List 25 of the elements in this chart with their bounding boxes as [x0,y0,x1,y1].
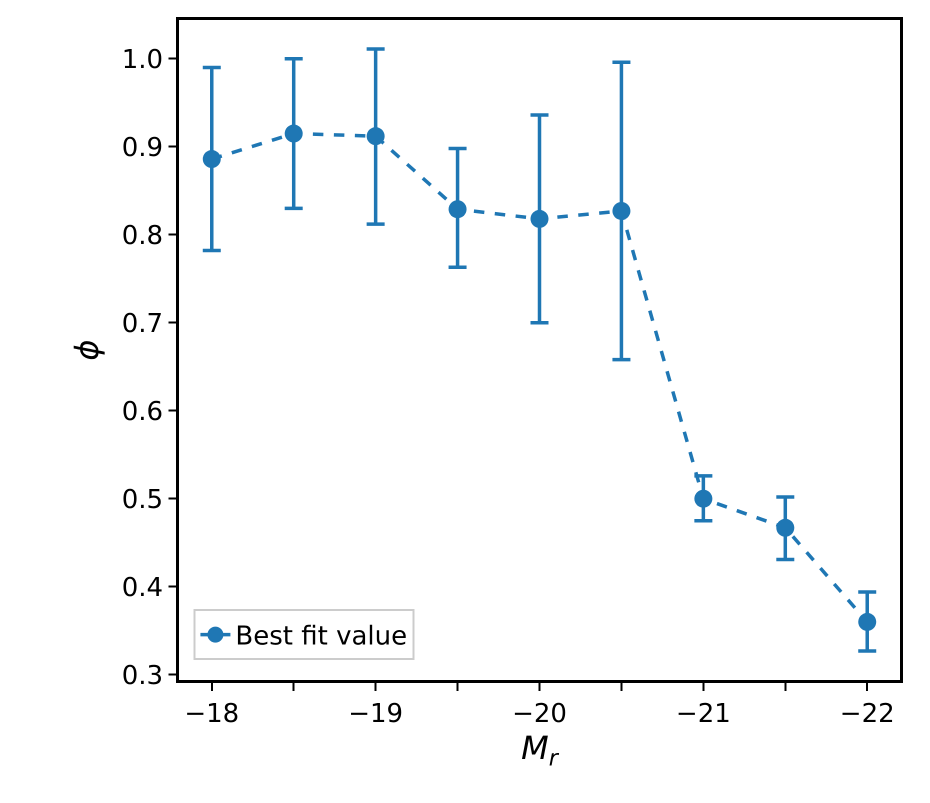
point [530,210,548,228]
point [448,200,467,218]
x-axis-title: M$_{r}$ [521,728,560,772]
y-tick-label: 0.5 [122,484,164,515]
y-tick-label: 0.6 [122,396,164,427]
y-tick-label: 0.3 [122,660,164,691]
y-tick-label: 0.7 [122,308,164,339]
point [284,124,303,143]
point [202,150,221,168]
legend-label: Best fit value [235,622,408,652]
point [694,490,712,508]
y-tick-label: 0.8 [122,220,164,251]
y-tick-label: 0.9 [122,132,164,163]
x-tick-label: −18 [184,698,240,729]
x-tick-label: −21 [676,698,731,729]
y-tick-label: 0.4 [122,572,164,603]
point [776,518,794,537]
point [858,612,876,631]
point [612,202,630,220]
y-tick-label: 1.0 [122,44,164,75]
y-axis-title: ϕ [68,339,106,361]
x-tick-label: −20 [512,698,567,729]
point [366,127,385,146]
x-tick-label: −19 [348,698,404,729]
x-tick-label: −22 [840,698,895,729]
